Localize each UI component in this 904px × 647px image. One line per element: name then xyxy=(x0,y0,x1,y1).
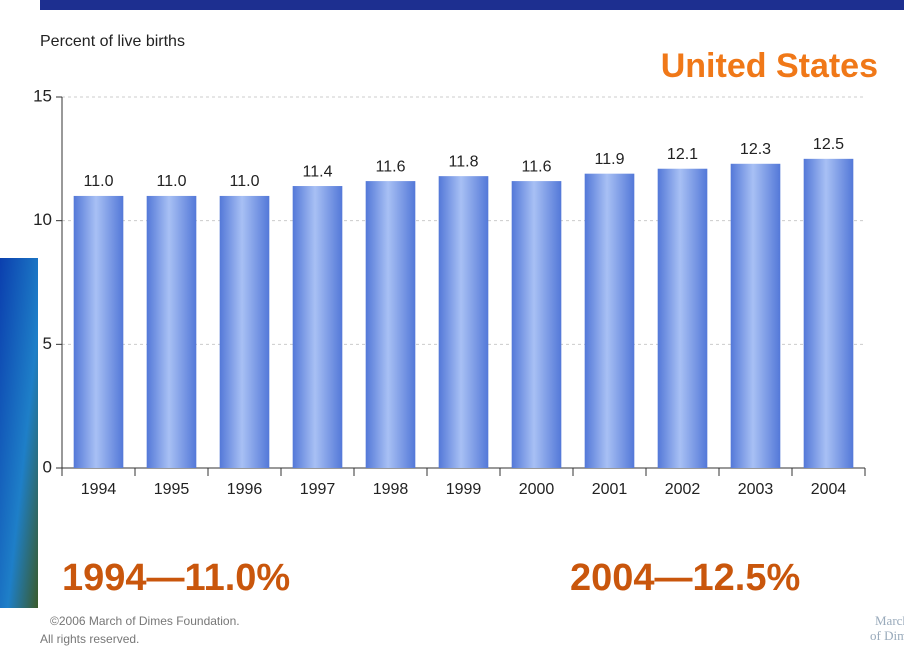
bar xyxy=(511,181,562,469)
x-tick-label: 1997 xyxy=(300,481,336,498)
y-axis-label: Percent of live births xyxy=(40,33,185,50)
bar xyxy=(365,181,416,469)
footer: ©2006 March of Dimes Foundation. xyxy=(50,614,240,628)
chart-title: United States xyxy=(661,47,878,85)
value-label: 11.0 xyxy=(84,173,114,190)
bar xyxy=(73,195,124,468)
value-label: 12.3 xyxy=(740,141,771,158)
bar xyxy=(730,163,781,468)
logo: of Dimes xyxy=(870,628,904,643)
value-label: 11.6 xyxy=(522,158,552,175)
value-label: 12.5 xyxy=(813,136,844,153)
annotation: 1994—11.0% xyxy=(62,557,290,599)
bar xyxy=(803,158,854,469)
y-tick-label: 10 xyxy=(33,210,52,229)
x-tick-label: 2001 xyxy=(592,481,628,498)
y-tick-label: 15 xyxy=(33,86,52,105)
x-tick-label: 2000 xyxy=(519,481,555,498)
bar xyxy=(584,173,635,468)
footer: All rights reserved. xyxy=(40,632,139,646)
x-tick-label: 1994 xyxy=(81,481,117,498)
y-tick-label: 5 xyxy=(43,334,52,353)
value-label: 11.6 xyxy=(376,158,406,175)
value-label: 11.0 xyxy=(230,173,260,190)
bar xyxy=(292,186,343,469)
side-image xyxy=(0,258,38,608)
x-tick-label: 1999 xyxy=(446,481,482,498)
y-tick-label: 0 xyxy=(43,457,52,476)
x-tick-label: 2002 xyxy=(665,481,701,498)
value-label: 11.4 xyxy=(303,163,333,180)
top-bar xyxy=(40,0,904,10)
bar xyxy=(657,168,708,468)
x-tick-label: 2003 xyxy=(738,481,774,498)
bar xyxy=(146,195,197,468)
x-tick-label: 1996 xyxy=(227,481,263,498)
logo: March xyxy=(875,613,904,628)
bar xyxy=(438,176,489,468)
bar xyxy=(219,195,270,468)
value-label: 11.9 xyxy=(595,151,625,168)
value-label: 11.0 xyxy=(157,173,187,190)
annotation: 2004—12.5% xyxy=(570,557,800,599)
value-label: 12.1 xyxy=(667,146,698,163)
value-label: 11.8 xyxy=(449,153,479,170)
x-tick-label: 1995 xyxy=(154,481,190,498)
x-tick-label: 1998 xyxy=(373,481,409,498)
x-tick-label: 2004 xyxy=(811,481,847,498)
